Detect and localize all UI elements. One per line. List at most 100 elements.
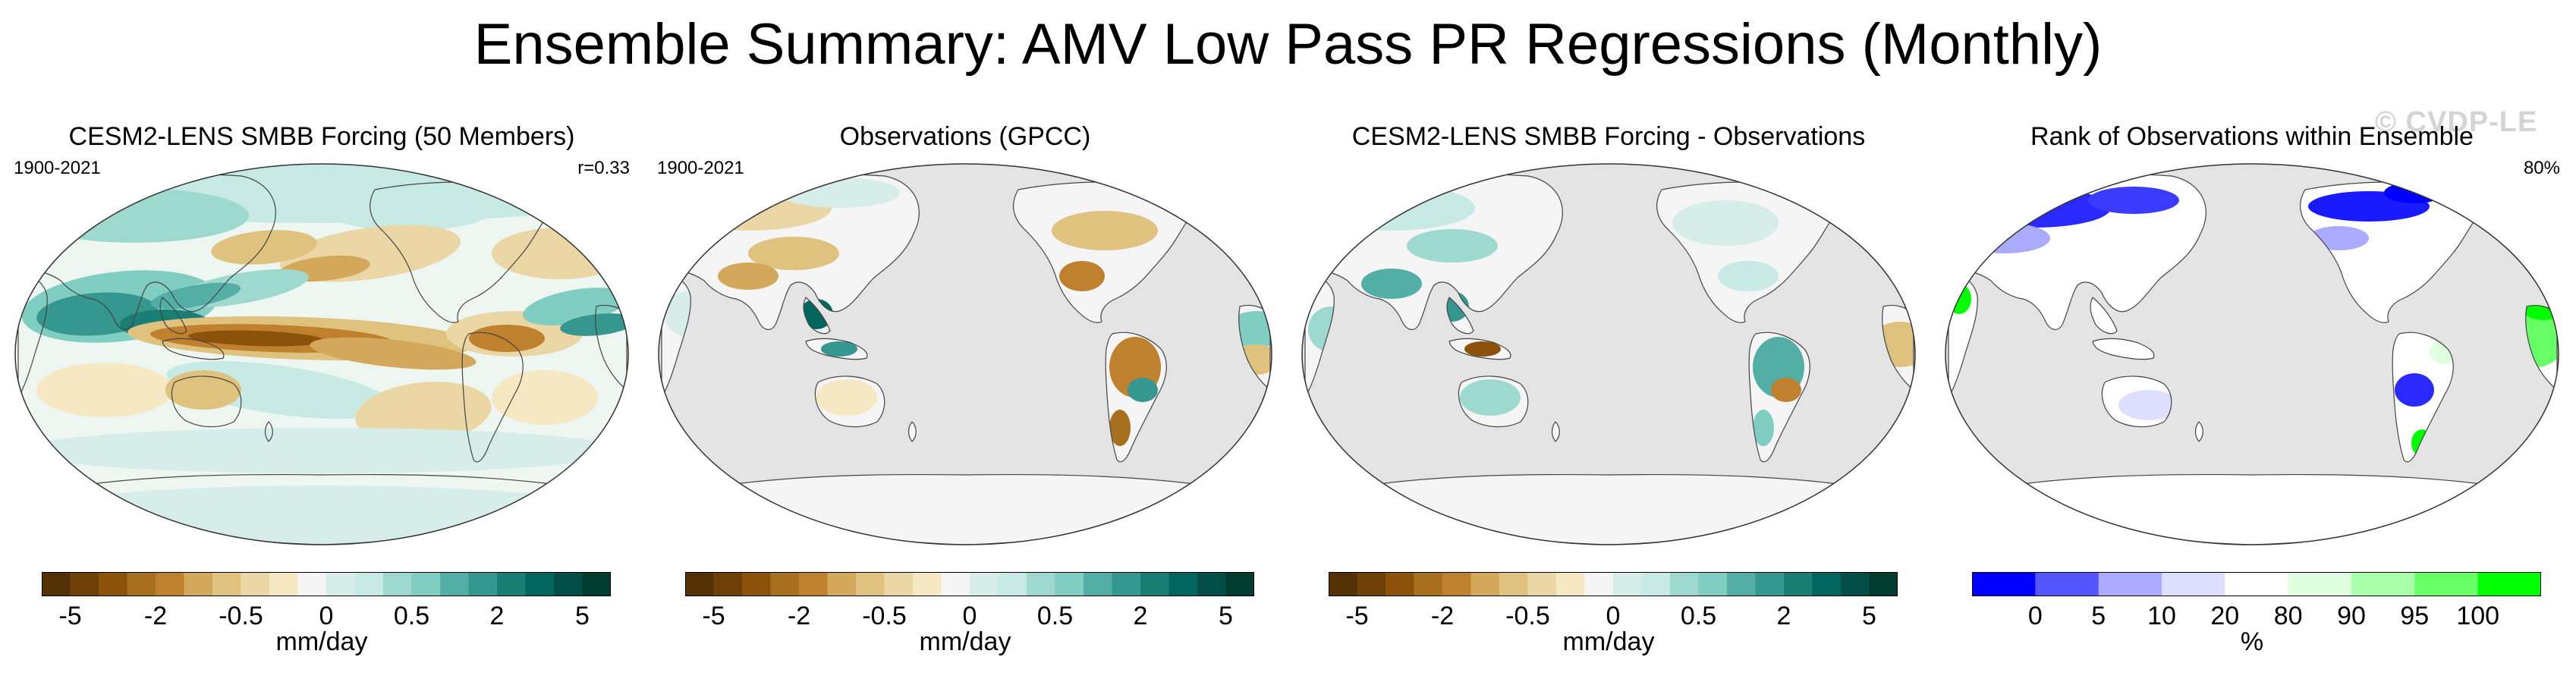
rank-percent-label: 80% <box>2523 158 2560 178</box>
colorbar-segment <box>998 572 1027 596</box>
coastline-maritime <box>1448 338 1511 360</box>
colorbar-segment <box>1972 572 2036 596</box>
map-difference <box>1301 163 1916 545</box>
coastline-seasia <box>159 297 187 335</box>
colorbar-tick-label: 95 <box>2400 602 2430 630</box>
colorbar-tick-label: 90 <box>2337 602 2366 630</box>
colorbar-tick-label: 5 <box>1862 602 1876 630</box>
panel-difference: CESM2-LENS SMBB Forcing - Observations m… <box>1287 0 1930 682</box>
colorbar-segment <box>127 572 156 596</box>
colorbar-segment <box>2098 572 2162 596</box>
colorbar-segment <box>1329 572 1358 596</box>
colorbar-segment <box>1084 572 1113 596</box>
colorbar <box>1329 572 1898 596</box>
colorbar-segment <box>2414 572 2479 596</box>
coastline-seasia <box>1446 297 1474 335</box>
colorbar-segment <box>468 572 498 596</box>
colorbar-tick-label: -2 <box>1430 602 1455 630</box>
coastline-southamerica <box>461 332 524 463</box>
coastline-westafrica <box>1238 304 1271 391</box>
coastline-westafrica <box>1882 304 1914 391</box>
panel-rank: Rank of Observations within Ensemble 80%… <box>1930 0 2574 682</box>
coastline-newzealand <box>1551 421 1560 442</box>
figure-title: Ensemble Summary: AMV Low Pass PR Regres… <box>473 12 2103 77</box>
coastline-australia <box>1458 376 1529 428</box>
colorbar-segment <box>326 572 356 596</box>
coastline-eurasia <box>17 173 276 330</box>
colorbar-segment <box>1698 572 1728 596</box>
colorbar-tick-label: 20 <box>2210 602 2240 630</box>
coastline-newzealand <box>264 421 273 442</box>
colorbar-segment <box>2035 572 2099 596</box>
coastline-southamerica <box>2392 332 2454 463</box>
colorbar-segment <box>42 572 71 596</box>
colorbar-segment <box>2351 572 2415 596</box>
colorbar-segment <box>1027 572 1056 596</box>
colorbar-segment <box>497 572 527 596</box>
panel-title: Observations (GPCC) <box>839 122 1091 151</box>
globe-outline <box>14 163 629 545</box>
colorbar-tick-label: -2 <box>143 602 168 630</box>
coastline-australia <box>171 376 242 428</box>
colorbar <box>685 572 1254 596</box>
colorbar-tick-label: 2 <box>1133 602 1148 630</box>
colorbar-tick-label: 0 <box>1606 602 1621 630</box>
colorbar-segment <box>1168 572 1198 596</box>
coastline-seasia <box>803 297 831 335</box>
colorbar-tick-label: 2 <box>1776 602 1791 630</box>
colorbar-tick-label: -2 <box>787 602 811 630</box>
colorbar-segment <box>554 572 583 596</box>
coastline-eurasia <box>1304 173 1563 330</box>
coastline-australia <box>814 376 885 428</box>
watermark: © CVDP-LE <box>2375 106 2538 138</box>
coastline-australia <box>2101 376 2172 428</box>
map-model-regression <box>14 163 629 545</box>
colorbar <box>1972 572 2541 596</box>
colorbar-segment <box>1869 572 1898 596</box>
colorbar-segment <box>1055 572 1084 596</box>
map-observations <box>658 163 1272 545</box>
colorbar-segment <box>525 572 555 596</box>
colorbar-unit: mm/day <box>1562 627 1655 656</box>
colorbar-tick-label: 0.5 <box>393 602 430 630</box>
coastline-greenland <box>1193 171 1242 216</box>
colorbar-tick-label: 0.5 <box>1036 602 1074 630</box>
colorbar-segment <box>1112 572 1141 596</box>
coastline-southamerica <box>1748 332 1810 463</box>
colorbar-segment <box>1727 572 1757 596</box>
colorbar-segment <box>1784 572 1813 596</box>
colorbar-segment <box>241 572 270 596</box>
panel-title: CESM2-LENS SMBB Forcing - Observations <box>1351 122 1866 151</box>
colorbar-segment <box>354 572 384 596</box>
colorbar-segment <box>1197 572 1227 596</box>
colorbar-segment <box>856 572 885 596</box>
coastline-westafrica <box>2525 304 2558 391</box>
colorbar-tick-label: -5 <box>1345 602 1369 630</box>
coastline-greenland <box>549 171 599 216</box>
colorbar-segment <box>770 572 800 596</box>
colorbar-segment <box>1225 572 1254 596</box>
colorbar-segment <box>212 572 242 596</box>
colorbar-segment <box>1357 572 1386 596</box>
colorbar-tick-label: 5 <box>2091 602 2106 630</box>
coastline-eurasia <box>1948 173 2206 330</box>
colorbar-segment <box>383 572 413 596</box>
colorbar-segment <box>440 572 470 596</box>
colorbar-tick-label: -0.5 <box>862 602 907 630</box>
coastline-maritime <box>162 338 225 360</box>
colorbar-tick-label: 0 <box>962 602 977 630</box>
colorbar-segment <box>1470 572 1500 596</box>
colorbar-segment <box>2477 572 2541 596</box>
coastline-seasia <box>2090 297 2118 335</box>
colorbar-segment <box>2288 572 2352 596</box>
colorbar <box>42 572 611 596</box>
colorbar-tick-label: 80 <box>2273 602 2303 630</box>
colorbar-segment <box>970 572 999 596</box>
colorbar-unit: mm/day <box>275 627 368 656</box>
panel-title: Rank of Observations within Ensemble <box>2030 122 2474 151</box>
colorbar-segment <box>1414 572 1443 596</box>
colorbar-segment <box>582 572 611 596</box>
panel-model-regression: CESM2-LENS SMBB Forcing (50 Members) 190… <box>0 0 643 682</box>
coastline-southamerica <box>1105 332 1167 463</box>
colorbar-segment <box>156 572 185 596</box>
